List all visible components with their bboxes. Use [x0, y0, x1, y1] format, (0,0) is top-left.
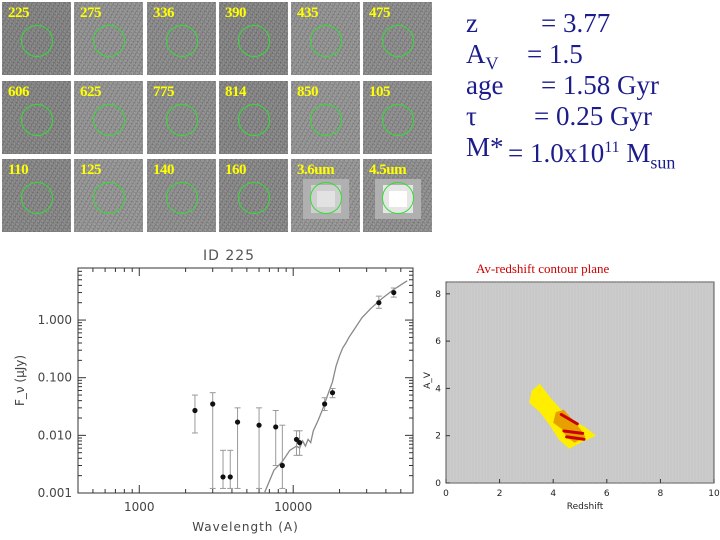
stamp-label: 110: [8, 162, 29, 178]
data-point: [273, 424, 279, 430]
image-stamp: 625: [74, 81, 143, 154]
image-stamp: 336: [147, 2, 216, 75]
data-point: [220, 474, 226, 480]
stamp-label: 140: [153, 162, 175, 178]
x-tick-label: 1000: [124, 500, 155, 514]
stamp-label: 105: [369, 84, 391, 100]
y-tick-label: 4: [435, 384, 441, 394]
stamp-label: 850: [297, 84, 319, 100]
data-point: [329, 390, 336, 396]
confidence-region-mid: [553, 409, 586, 443]
stamp-label: 225: [8, 5, 30, 21]
stamp-label: 775: [153, 84, 175, 100]
sed-chart: 1000 10000 0.001 0.010 0.100 1.000 Wavelength …: [13, 267, 414, 534]
aperture-circle: [382, 182, 414, 214]
confidence-region-inner: [559, 412, 579, 426]
data-point: [210, 401, 216, 407]
data-point: [391, 289, 397, 296]
stamp-label: 160: [225, 162, 247, 178]
y-tick-label: 8: [435, 290, 441, 300]
y-tick-label: 2: [435, 432, 441, 442]
contour-chart-title: Av-redshift contour plane: [476, 261, 610, 276]
image-stamp: 606: [2, 81, 71, 154]
stamp-label: 475: [369, 5, 391, 21]
image-stamp: 110: [2, 159, 71, 232]
image-stamp: 225: [2, 2, 71, 75]
x-tick-label: 10: [708, 489, 720, 499]
image-stamp-grid: 225 275 336 390 435 475 606 625 775 814 850 105 110 1…: [2, 2, 436, 235]
image-stamp: 3.6um: [291, 159, 360, 232]
image-stamp: 775: [147, 81, 216, 154]
aperture-circle: [21, 182, 53, 214]
aperture-circle: [382, 104, 414, 136]
y-axis-label: F_ν (μJy): [13, 355, 27, 406]
x-axis-label: Wavelength (A): [192, 520, 299, 534]
data-point: [234, 419, 241, 425]
x-tick-label: 4: [550, 489, 556, 499]
stamp-label: 275: [80, 5, 102, 21]
data-point: [192, 407, 198, 414]
data-point: [227, 474, 233, 480]
stamp-label: 4.5um: [369, 162, 407, 178]
aperture-circle: [21, 25, 53, 57]
aperture-circle: [238, 182, 270, 214]
x-tick-label: 10000: [274, 500, 312, 514]
x-tick-label: 2: [497, 489, 503, 499]
aperture-circle: [93, 25, 125, 57]
data-point: [322, 401, 328, 407]
image-stamp: 850: [291, 81, 360, 154]
image-stamp: 814: [219, 81, 288, 154]
data-point: [296, 439, 303, 446]
aperture-circle: [382, 25, 414, 57]
aperture-circle: [310, 182, 342, 214]
y-tick-label: 0: [435, 479, 441, 489]
data-point: [279, 462, 285, 469]
stamp-label: 336: [153, 5, 175, 21]
contour-frame: [445, 281, 715, 484]
stamp-label: 435: [297, 5, 319, 21]
stamp-label: 3.6um: [297, 162, 335, 178]
data-point: [256, 422, 262, 428]
aperture-circle: [166, 182, 198, 214]
image-stamp: 475: [363, 2, 432, 75]
aperture-circle: [310, 104, 342, 136]
image-stamp: 4.5um: [363, 159, 432, 232]
data-point: [376, 300, 382, 306]
aperture-circle: [166, 104, 198, 136]
image-stamp: 275: [74, 2, 143, 75]
y-tick-label: 1.000: [38, 313, 72, 327]
stamp-label: 625: [80, 84, 102, 100]
aperture-circle: [310, 25, 342, 57]
plot-frame: [77, 267, 414, 494]
y-tick-label: 6: [435, 337, 441, 347]
aperture-circle: [93, 182, 125, 214]
aperture-circle: [166, 25, 198, 57]
stamp-label: 814: [225, 84, 247, 100]
aperture-circle: [21, 104, 53, 136]
aperture-circle: [238, 104, 270, 136]
image-stamp: 125: [74, 159, 143, 232]
x-tick-label: 6: [604, 489, 610, 499]
confidence-region-inner: [562, 429, 585, 435]
confidence-region-inner: [565, 435, 586, 441]
image-stamp: 435: [291, 2, 360, 75]
y-tick-label: 0.100: [38, 371, 72, 385]
stamp-label: 125: [80, 162, 102, 178]
x-tick-label: 0: [443, 489, 449, 499]
stamp-label: 606: [8, 84, 30, 100]
image-stamp: 390: [219, 2, 288, 75]
sed-chart-title: ID 225: [203, 248, 256, 264]
x-tick-label: 8: [658, 489, 664, 499]
stamp-label: 390: [225, 5, 247, 21]
image-stamp: 140: [147, 159, 216, 232]
x-axis-label: Redshift: [567, 502, 604, 512]
image-stamp: 160: [219, 159, 288, 232]
y-tick-label: 0.001: [38, 486, 72, 500]
aperture-circle: [93, 104, 125, 136]
y-axis-label: A_V: [423, 371, 433, 389]
aperture-circle: [238, 25, 270, 57]
y-tick-label: 0.010: [38, 428, 72, 442]
image-stamp: 105: [363, 81, 432, 154]
